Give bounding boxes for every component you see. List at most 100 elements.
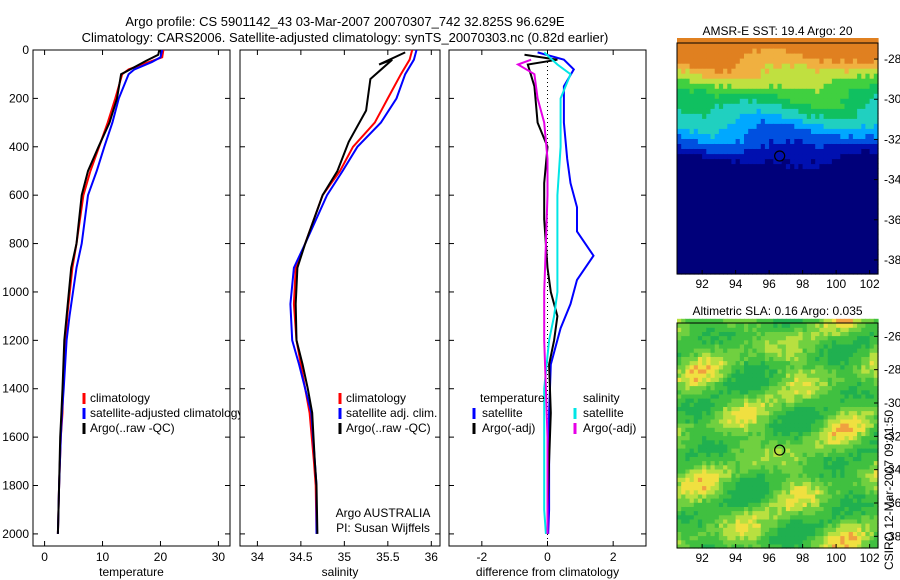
heatmap-cell [697, 243, 703, 250]
heatmap-cell [689, 539, 695, 545]
heatmap-cell [714, 269, 720, 275]
heatmap-cell [773, 118, 779, 124]
heatmap-cell [714, 188, 720, 195]
heatmap-cell [760, 208, 766, 215]
heatmap-cell [693, 178, 699, 185]
heatmap-cell [857, 78, 862, 84]
heatmap-cell [697, 498, 703, 503]
heatmap-cell [873, 58, 879, 64]
heatmap-cell [714, 163, 720, 170]
heatmap-cell [714, 103, 720, 109]
heatmap-cell [756, 148, 762, 155]
heatmap-cell [811, 335, 816, 341]
heatmap-cell [848, 423, 854, 428]
heatmap-cell [794, 352, 800, 357]
heatmap-cell [689, 514, 695, 520]
heatmap-cell [790, 48, 795, 54]
heatmap-cell [756, 248, 762, 255]
heatmap-cell [744, 133, 749, 139]
heatmap-cell [836, 83, 841, 89]
heatmap-cell [693, 460, 699, 466]
heatmap-cell [861, 477, 867, 482]
heatmap-cell [727, 510, 733, 516]
heatmap-cell [798, 73, 804, 79]
heatmap-cell [756, 435, 762, 441]
heatmap-cell [748, 118, 753, 124]
heatmap-cell [744, 427, 749, 432]
heatmap-cell [827, 213, 833, 220]
heatmap-cell [852, 443, 858, 449]
heatmap-cell [764, 183, 770, 190]
heatmap-cell [697, 331, 703, 337]
heatmap-cell [827, 118, 833, 124]
heatmap-cell [702, 502, 707, 507]
heatmap-cell [852, 327, 858, 332]
heatmap-cell [718, 38, 724, 44]
heatmap-cell [727, 410, 733, 416]
heatmap-cell [781, 58, 787, 64]
heatmap-cell [714, 423, 720, 428]
heatmap-cell [802, 356, 808, 362]
heatmap-cell [739, 381, 745, 387]
y-tick-label: 1600 [2, 430, 29, 444]
heatmap-cell [781, 335, 787, 341]
heatmap-cell [702, 431, 707, 437]
x-tick-label: 35.5 [376, 550, 400, 564]
heatmap-cell [685, 243, 691, 250]
heatmap-cell [689, 439, 695, 445]
heatmap-cell [802, 464, 808, 470]
heatmap-cell [681, 269, 686, 275]
heatmap-cell [723, 58, 728, 64]
heatmap-cell [777, 118, 783, 124]
heatmap-cell [769, 248, 774, 255]
heatmap-cell [831, 377, 837, 382]
heatmap-cell [756, 335, 762, 341]
heatmap-cell [823, 243, 829, 250]
heatmap-cell [769, 410, 774, 416]
heatmap-cell [802, 318, 808, 324]
heatmap-cell [739, 456, 745, 462]
heatmap-cell [781, 377, 787, 382]
heatmap-cell [790, 168, 795, 175]
heatmap-cell [811, 352, 816, 357]
heatmap-cell [815, 481, 820, 487]
heatmap-cell [748, 531, 753, 537]
heatmap-cell [815, 381, 820, 387]
heatmap-cell [819, 143, 825, 149]
heatmap-cell [873, 203, 879, 210]
heatmap-cell [823, 193, 829, 200]
heatmap-cell [710, 138, 716, 144]
heatmap-cell [697, 514, 703, 520]
heatmap-cell [769, 188, 774, 195]
heatmap-cell [685, 158, 691, 165]
heatmap-cell [681, 108, 686, 114]
heatmap-cell [697, 456, 703, 462]
heatmap-cell [836, 223, 841, 230]
heatmap-cell [723, 198, 728, 205]
heatmap-cell [731, 78, 737, 84]
heatmap-cell [735, 188, 741, 195]
heatmap-cell [748, 456, 753, 462]
heatmap-cell [697, 108, 703, 114]
heatmap-cell [785, 223, 791, 230]
heatmap-cell [681, 343, 686, 349]
heatmap-cell [697, 148, 703, 155]
heatmap-cell [748, 58, 753, 64]
heatmap-cell [710, 435, 716, 441]
heatmap-cell [739, 113, 745, 119]
heatmap-cell [802, 539, 808, 545]
heatmap-cell [798, 398, 804, 403]
heatmap-cell [748, 53, 753, 59]
heatmap-cell [802, 427, 808, 432]
heatmap-cell [794, 535, 800, 541]
heatmap-cell [827, 481, 833, 487]
heatmap-cell [706, 248, 712, 255]
heatmap-cell [844, 118, 850, 124]
heatmap-cell [744, 477, 749, 482]
heatmap-cell [689, 193, 695, 200]
heatmap-cell [815, 188, 820, 195]
heatmap-cell [714, 248, 720, 255]
heatmap-cell [702, 539, 707, 545]
heatmap-cell [852, 398, 858, 403]
heatmap-cell [727, 485, 733, 491]
